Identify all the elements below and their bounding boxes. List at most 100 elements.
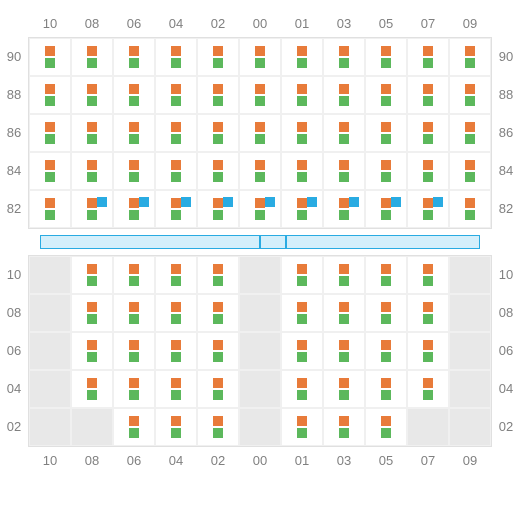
unit-blue: [349, 197, 359, 207]
row-label: 88: [0, 75, 28, 113]
unit-orange: [171, 340, 181, 350]
empty-slot: [29, 294, 71, 332]
unit-orange: [465, 84, 475, 94]
rack-slot: [197, 256, 239, 294]
unit-green: [213, 352, 223, 362]
rack-slot: [239, 114, 281, 152]
rack-slot: [407, 256, 449, 294]
bar-segment: [40, 235, 260, 249]
rack-slot: [407, 76, 449, 114]
rack-slot: [113, 114, 155, 152]
unit-orange: [171, 198, 181, 208]
unit-green: [339, 58, 349, 68]
unit-orange: [129, 160, 139, 170]
rack-slot: [365, 332, 407, 370]
unit-orange: [171, 264, 181, 274]
empty-slot: [449, 370, 491, 408]
unit-orange: [423, 122, 433, 132]
unit-orange: [297, 160, 307, 170]
rack-slot: [449, 152, 491, 190]
unit-orange: [213, 264, 223, 274]
unit-orange: [255, 198, 265, 208]
unit-orange: [129, 340, 139, 350]
unit-blue: [265, 197, 275, 207]
rack-slot: [281, 370, 323, 408]
unit-green: [339, 96, 349, 106]
unit-orange: [45, 122, 55, 132]
empty-slot: [71, 408, 113, 446]
unit-green: [129, 134, 139, 144]
unit-green: [45, 172, 55, 182]
rack-slot: [239, 76, 281, 114]
rack-slot: [71, 190, 113, 228]
unit-green: [171, 428, 181, 438]
rack-slot: [449, 38, 491, 76]
unit-orange: [213, 160, 223, 170]
middle-bar: [0, 229, 520, 255]
rack-diagram: 1008060402000103050709 9088868482 908886…: [0, 0, 520, 484]
unit-green: [423, 352, 433, 362]
column-label: 02: [197, 10, 239, 37]
unit-green: [339, 210, 349, 220]
row-label: 06: [492, 331, 520, 369]
rack-slot: [155, 190, 197, 228]
rack-slot: [113, 38, 155, 76]
rack-slot: [113, 256, 155, 294]
column-label: 05: [365, 10, 407, 37]
unit-blue: [139, 197, 149, 207]
unit-green: [423, 58, 433, 68]
rack-slot: [449, 190, 491, 228]
bar-segment: [286, 235, 480, 249]
unit-green: [45, 96, 55, 106]
column-label: 08: [71, 10, 113, 37]
column-label: 01: [281, 447, 323, 474]
unit-green: [297, 96, 307, 106]
rack-slot: [323, 190, 365, 228]
unit-orange: [381, 340, 391, 350]
unit-green: [297, 58, 307, 68]
unit-green: [45, 210, 55, 220]
empty-slot: [239, 332, 281, 370]
unit-green: [213, 172, 223, 182]
unit-green: [87, 134, 97, 144]
unit-orange: [339, 416, 349, 426]
unit-green: [297, 428, 307, 438]
rack-slot: [449, 114, 491, 152]
unit-orange: [465, 198, 475, 208]
rack-slot: [71, 114, 113, 152]
row-label: 84: [492, 151, 520, 189]
rack-slot: [155, 114, 197, 152]
unit-green: [381, 210, 391, 220]
rack-slot: [71, 38, 113, 76]
unit-orange: [297, 46, 307, 56]
unit-green: [213, 428, 223, 438]
bottom-section: 1008060402 1008060402: [0, 255, 520, 447]
row-label: 04: [0, 369, 28, 407]
rack-slot: [113, 408, 155, 446]
rack-slot: [323, 408, 365, 446]
rack-slot: [281, 190, 323, 228]
unit-green: [129, 58, 139, 68]
row-label: 10: [492, 255, 520, 293]
unit-green: [171, 276, 181, 286]
column-label: 07: [407, 10, 449, 37]
unit-orange: [87, 378, 97, 388]
column-label: 04: [155, 447, 197, 474]
unit-orange: [129, 378, 139, 388]
rack-slot: [29, 76, 71, 114]
row-label: 06: [0, 331, 28, 369]
row-label: 02: [492, 407, 520, 445]
unit-orange: [129, 122, 139, 132]
unit-green: [339, 428, 349, 438]
unit-green: [129, 428, 139, 438]
rack-slot: [323, 76, 365, 114]
unit-orange: [381, 160, 391, 170]
rack-slot: [155, 332, 197, 370]
column-header-top: 1008060402000103050709: [0, 10, 520, 37]
column-label: 08: [71, 447, 113, 474]
unit-green: [87, 314, 97, 324]
row-label: 08: [0, 293, 28, 331]
empty-slot: [29, 370, 71, 408]
rack-slot: [407, 294, 449, 332]
unit-orange: [381, 46, 391, 56]
